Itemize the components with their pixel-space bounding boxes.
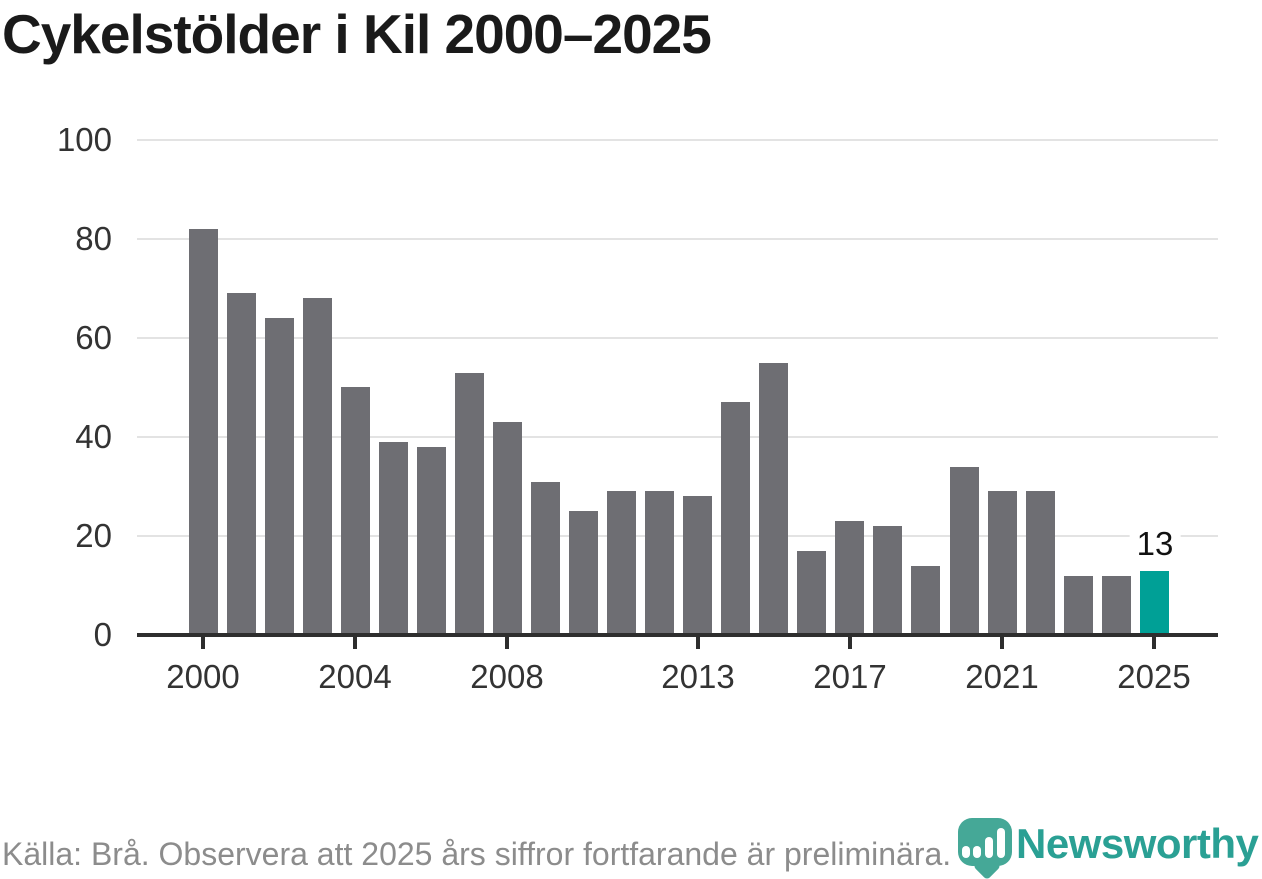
bar-2011 — [607, 491, 636, 635]
x-tick-2008 — [505, 637, 509, 649]
source-note: Källa: Brå. Observera att 2025 års siffr… — [2, 836, 952, 872]
x-tick-2017 — [848, 637, 852, 649]
x-tick-2021 — [1000, 637, 1004, 649]
bar-2016 — [797, 551, 826, 635]
bar-2005 — [379, 442, 408, 635]
bar-2010 — [569, 511, 598, 635]
bar-2021 — [988, 491, 1017, 635]
bar-2003 — [303, 298, 332, 635]
bar-2020 — [950, 467, 979, 635]
bar-2025 — [1140, 571, 1169, 635]
highlight-value-label: 13 — [1129, 524, 1181, 564]
x-tick-2013 — [696, 637, 700, 649]
gridline-y-100 — [137, 139, 1218, 141]
bar-2019 — [911, 566, 940, 635]
logo-bar-3 — [985, 837, 993, 858]
logo-bar-2 — [973, 846, 981, 858]
y-tick-label-100: 100 — [56, 121, 112, 158]
plot-area — [137, 139, 1218, 649]
bar-2017 — [835, 521, 864, 635]
gridline-y-40 — [137, 436, 1218, 438]
bar-2000 — [189, 229, 218, 635]
y-tick-label-20: 20 — [75, 517, 112, 554]
x-tick-label-2017: 2017 — [813, 658, 887, 695]
x-tick-2025 — [1152, 637, 1156, 649]
x-tick-label-2004: 2004 — [318, 658, 392, 695]
x-tick-label-2013: 2013 — [661, 658, 735, 695]
x-tick-2004 — [353, 637, 357, 649]
bar-chart-pin-icon — [958, 818, 1012, 879]
x-tick-label-2025: 2025 — [1117, 658, 1191, 695]
x-tick-label-2008: 2008 — [470, 658, 544, 695]
bar-2001 — [227, 293, 256, 635]
bar-2023 — [1064, 576, 1093, 635]
bar-2004 — [341, 387, 370, 635]
bar-2018 — [873, 526, 902, 635]
gridline-y-60 — [137, 337, 1218, 339]
y-tick-label-40: 40 — [75, 418, 112, 455]
x-tick-label-2000: 2000 — [166, 658, 240, 695]
y-tick-label-80: 80 — [75, 220, 112, 257]
bar-2007 — [455, 373, 484, 635]
y-tick-label-60: 60 — [75, 319, 112, 356]
gridline-y-80 — [137, 238, 1218, 240]
y-tick-label-0: 0 — [93, 616, 112, 653]
bar-2002 — [265, 318, 294, 635]
chart-title: Cykelstölder i Kil 2000–2025 — [2, 3, 712, 65]
bar-2022 — [1026, 491, 1055, 635]
bar-2024 — [1102, 576, 1131, 635]
bar-2013 — [683, 496, 712, 635]
bar-2015 — [759, 363, 788, 635]
newsworthy-wordmark: Newsworthy — [1016, 820, 1259, 867]
logo-bar-4 — [997, 828, 1005, 858]
bar-2008 — [493, 422, 522, 635]
bar-2012 — [645, 491, 674, 635]
x-tick-2000 — [201, 637, 205, 649]
bar-2006 — [417, 447, 446, 635]
x-axis-line — [137, 633, 1218, 637]
logo-bar-1 — [962, 846, 970, 858]
bar-2009 — [531, 482, 560, 635]
bar-2014 — [721, 402, 750, 635]
x-tick-label-2021: 2021 — [965, 658, 1039, 695]
gridline-y-20 — [137, 535, 1218, 537]
